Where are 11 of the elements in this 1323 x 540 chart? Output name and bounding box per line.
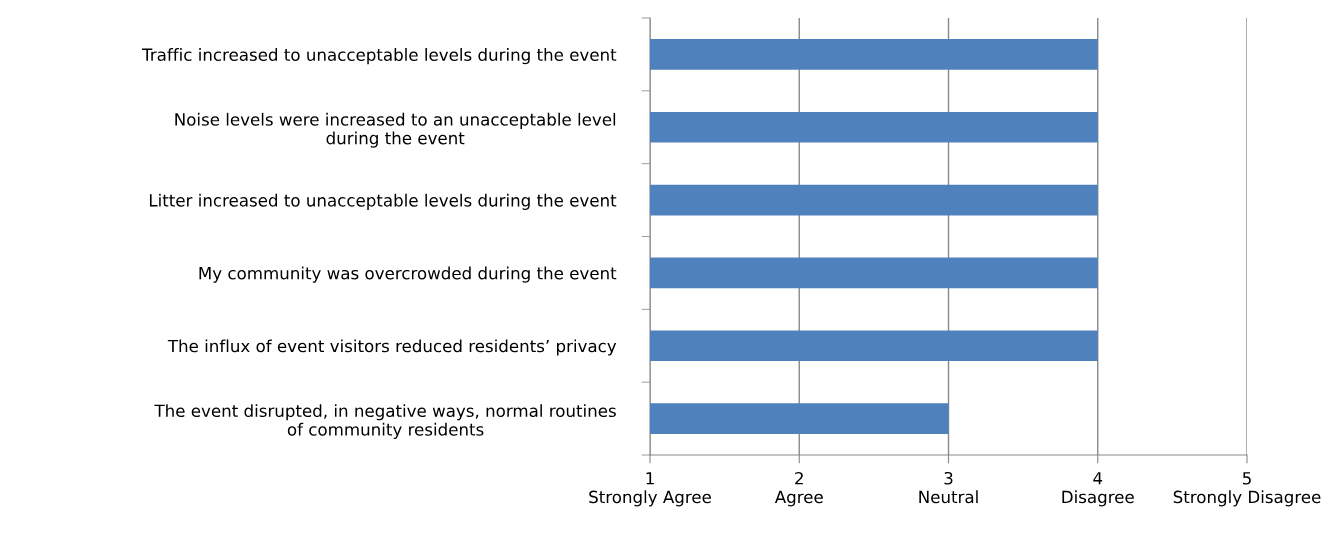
x-tick-label: 1 Strongly Agree — [589, 472, 711, 507]
y-tick-label: The influx of event visitors reduced residents’ privacy — [167, 339, 617, 356]
x-tick-label: 3 Neutral — [919, 471, 978, 504]
y-tick-label: Noise levels were increased to an unacceptable level during the event — [175, 112, 616, 148]
y-tick-label: The event disrupted, in negative ways, normal routines of community residents — [154, 404, 616, 439]
x-tick-label: 2 Agree — [774, 471, 823, 507]
x-tick-label: 4 Disagree — [1062, 472, 1134, 507]
y-tick-label: Litter increased to unacceptable levels during the event — [149, 193, 617, 210]
y-tick-label: Traffic increased to unacceptable levels during the event — [142, 48, 617, 65]
y-tick-label: My community was overcrowded during the event — [199, 266, 617, 283]
x-tick-label: 5 Strongly Disagree — [1173, 472, 1321, 507]
